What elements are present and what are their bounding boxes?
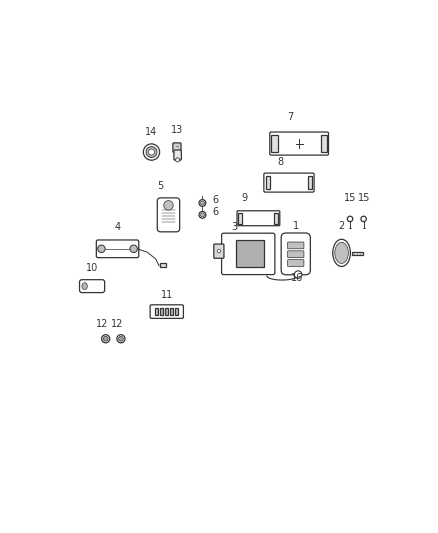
Text: 7: 7: [287, 111, 294, 122]
Circle shape: [200, 201, 205, 205]
FancyBboxPatch shape: [96, 240, 139, 257]
Circle shape: [164, 200, 173, 210]
Text: 9: 9: [242, 193, 248, 203]
Bar: [238, 213, 243, 224]
Bar: [170, 308, 173, 316]
Text: 14: 14: [145, 127, 158, 137]
FancyBboxPatch shape: [237, 211, 280, 225]
FancyBboxPatch shape: [174, 150, 181, 160]
Circle shape: [146, 147, 157, 157]
Circle shape: [176, 158, 180, 162]
Bar: [265, 176, 270, 189]
Text: 6: 6: [212, 207, 219, 217]
Circle shape: [143, 144, 159, 160]
FancyBboxPatch shape: [157, 198, 180, 232]
Circle shape: [119, 336, 124, 341]
Bar: [321, 135, 327, 152]
Bar: [165, 308, 168, 316]
Circle shape: [217, 249, 221, 253]
Text: 15: 15: [357, 193, 370, 203]
Circle shape: [294, 271, 302, 278]
FancyBboxPatch shape: [150, 305, 184, 318]
Circle shape: [98, 245, 105, 253]
Ellipse shape: [333, 239, 350, 266]
Circle shape: [361, 216, 366, 222]
Text: 12: 12: [111, 319, 124, 328]
Circle shape: [148, 149, 155, 155]
Text: 16: 16: [291, 273, 304, 282]
Bar: [307, 176, 312, 189]
Text: 15: 15: [344, 193, 356, 203]
Bar: [272, 135, 278, 152]
FancyBboxPatch shape: [288, 260, 304, 266]
FancyBboxPatch shape: [80, 280, 105, 293]
Ellipse shape: [82, 282, 87, 289]
Text: 12: 12: [96, 319, 109, 328]
Bar: [160, 263, 166, 267]
Bar: [155, 308, 158, 316]
Circle shape: [103, 336, 108, 341]
FancyBboxPatch shape: [173, 143, 181, 152]
Text: 10: 10: [86, 263, 98, 272]
Bar: [176, 308, 178, 316]
Circle shape: [199, 212, 206, 218]
Bar: [160, 308, 163, 316]
Text: 8: 8: [277, 157, 283, 167]
FancyBboxPatch shape: [281, 233, 311, 275]
Bar: [274, 213, 279, 224]
Text: 2: 2: [339, 221, 345, 231]
FancyBboxPatch shape: [214, 244, 224, 259]
Text: 13: 13: [171, 125, 183, 135]
Bar: [353, 252, 363, 255]
FancyBboxPatch shape: [288, 251, 304, 257]
FancyBboxPatch shape: [270, 132, 328, 155]
FancyBboxPatch shape: [288, 242, 304, 249]
Circle shape: [347, 216, 353, 222]
FancyBboxPatch shape: [222, 233, 275, 274]
Text: 1: 1: [293, 221, 299, 231]
Text: 11: 11: [161, 290, 173, 300]
Circle shape: [117, 335, 125, 343]
Text: 3: 3: [232, 222, 238, 232]
FancyBboxPatch shape: [264, 173, 314, 192]
Circle shape: [102, 335, 110, 343]
Circle shape: [200, 213, 205, 217]
Text: 4: 4: [114, 222, 120, 232]
Circle shape: [199, 199, 206, 206]
Bar: [236, 240, 265, 268]
Ellipse shape: [335, 243, 348, 263]
Text: 5: 5: [157, 181, 163, 191]
Text: 6: 6: [212, 195, 219, 205]
Circle shape: [130, 245, 138, 253]
